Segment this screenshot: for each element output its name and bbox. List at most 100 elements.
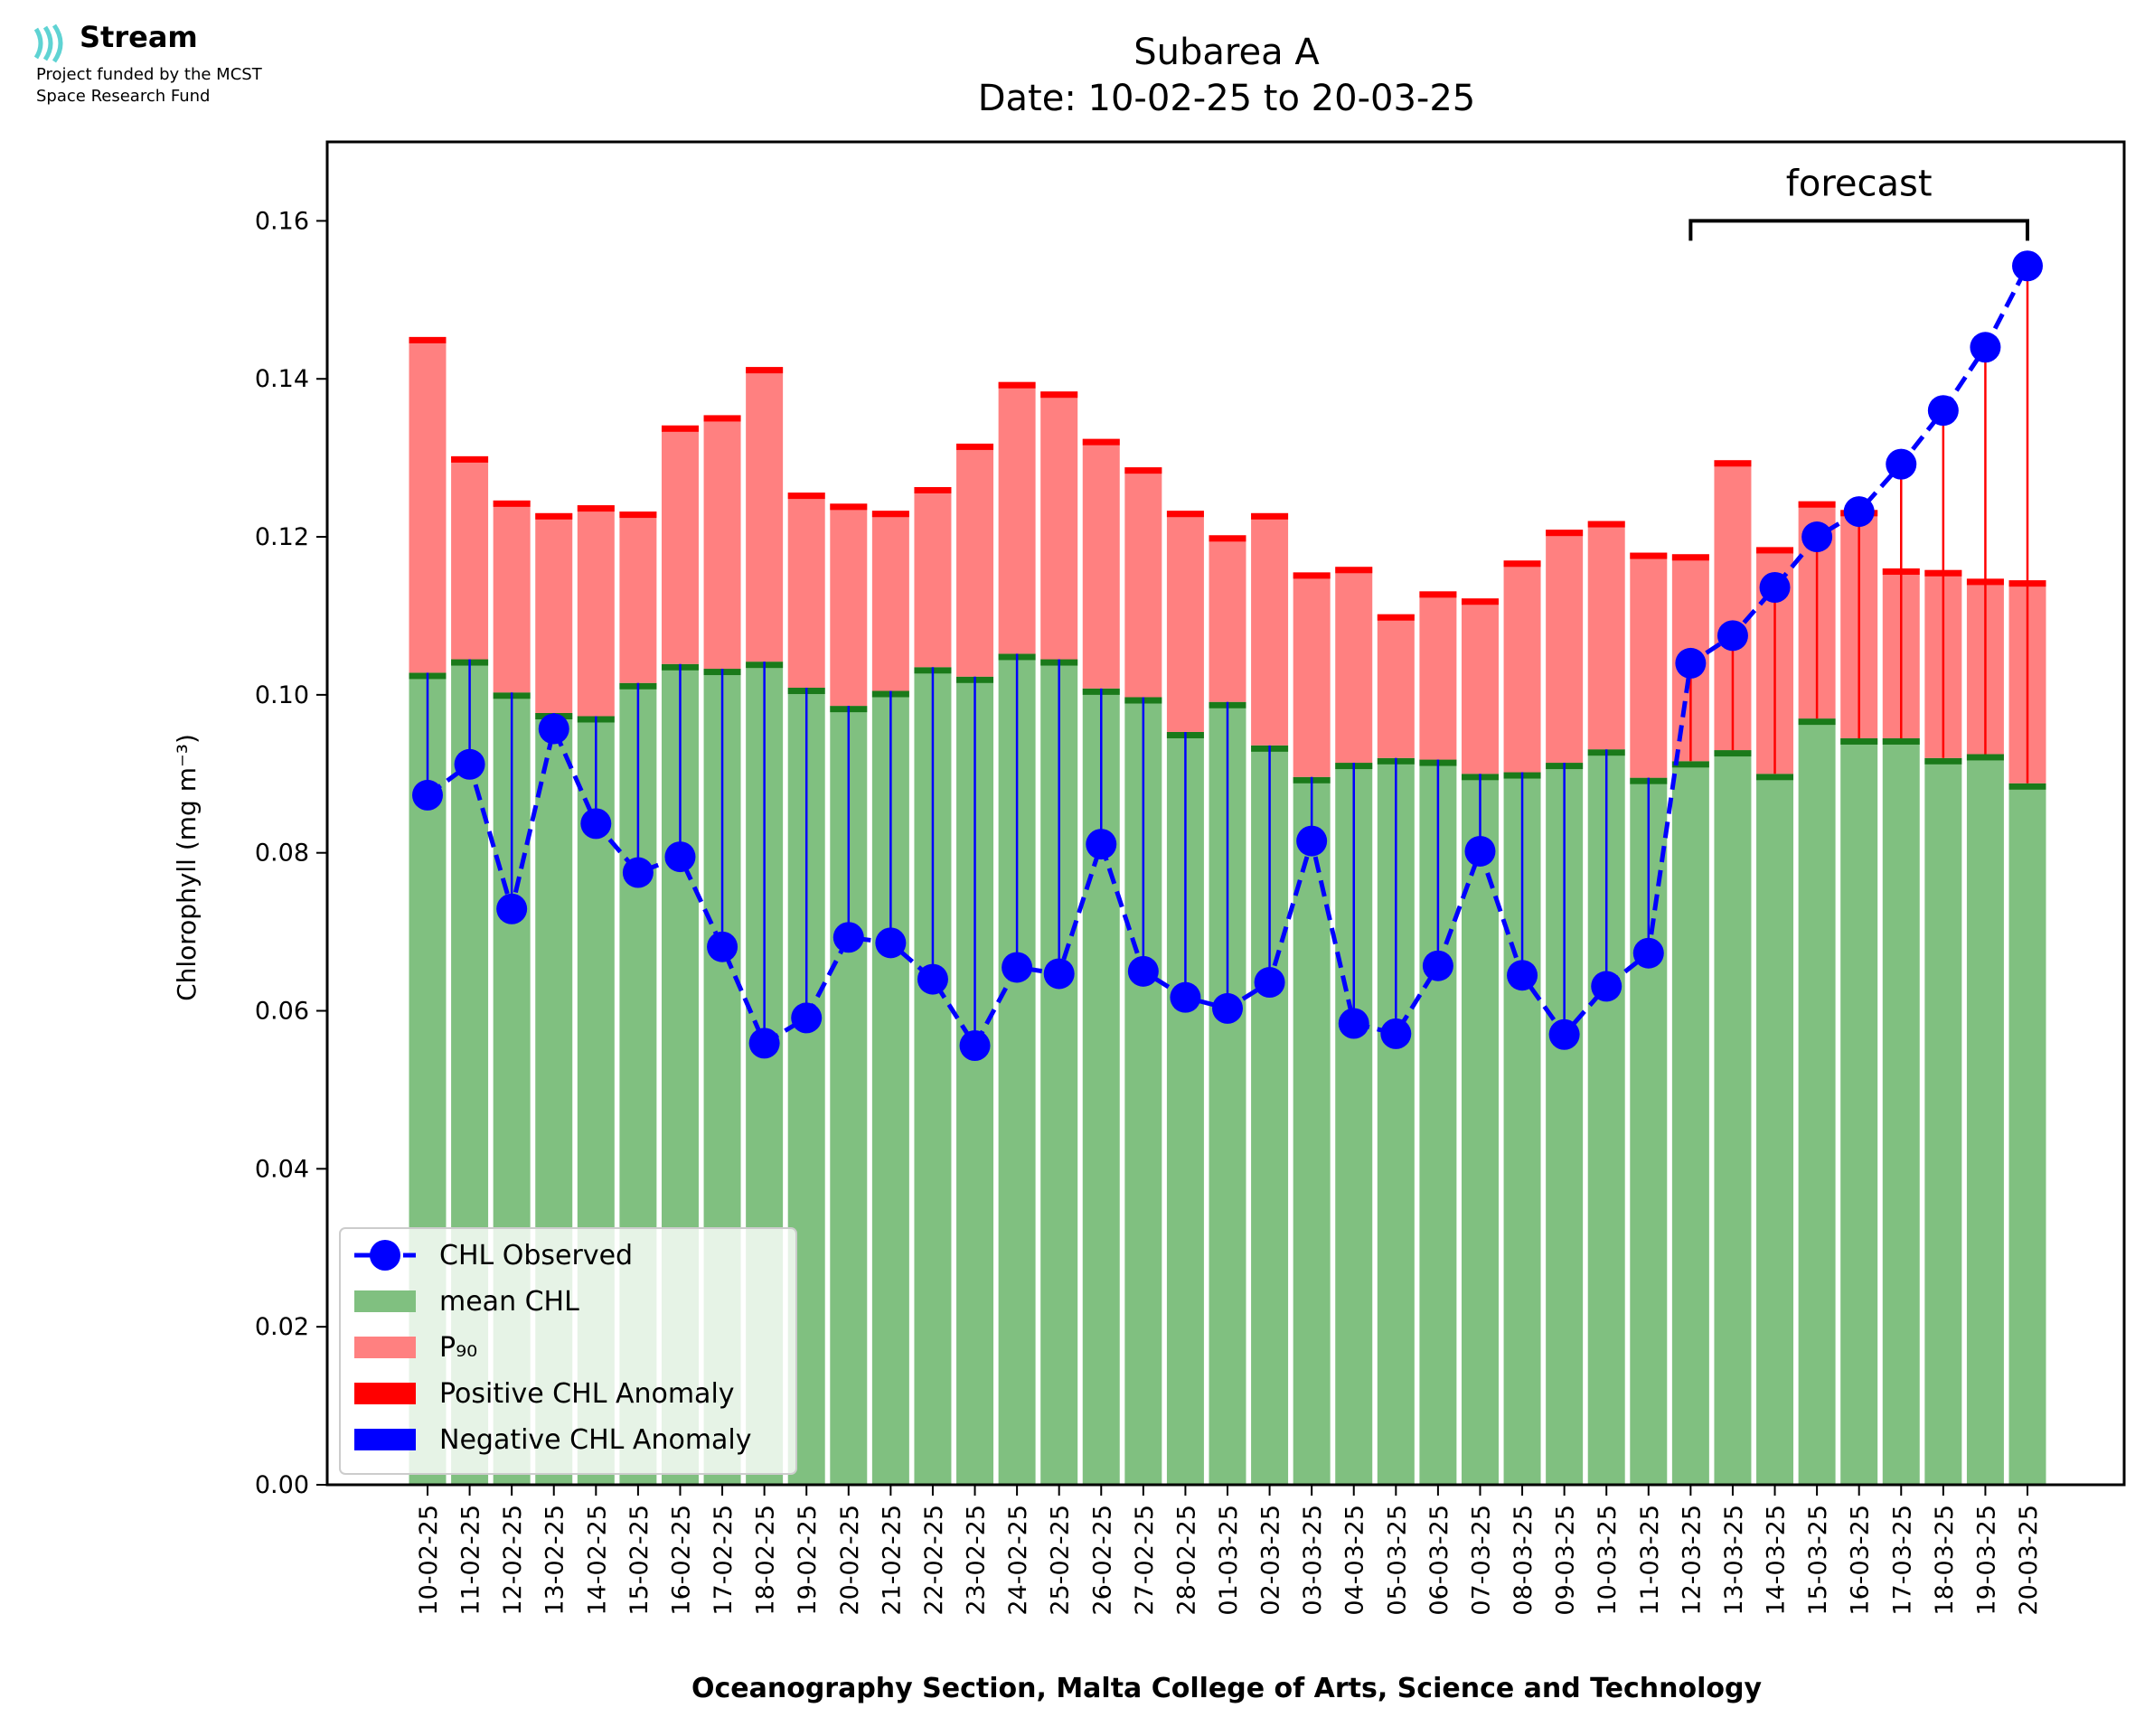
legend-label: mean CHL: [439, 1286, 579, 1318]
chl-observed-point: [748, 1028, 780, 1059]
chl-observed-point: [1254, 967, 1285, 999]
p90-bar: [1040, 391, 1078, 660]
legend-label: Positive CHL Anomaly: [439, 1378, 735, 1410]
chl-observed-point: [875, 927, 907, 959]
x-tick-label: 25-02-25: [1047, 1505, 1075, 1616]
x-tick-label: 12-03-25: [1678, 1505, 1706, 1616]
p90-bar: [1166, 511, 1204, 732]
legend-swatch: [354, 1290, 416, 1312]
p90-bar-edge: [661, 425, 699, 432]
p90-bar: [830, 503, 868, 707]
x-tick-label: 24-02-25: [1004, 1505, 1032, 1616]
chl-observed-point: [1717, 620, 1748, 652]
p90-bar-edge: [1293, 572, 1331, 579]
x-tick-label: 01-03-25: [1215, 1505, 1243, 1616]
x-tick-label: 11-02-25: [457, 1505, 485, 1616]
x-tick-label: 14-03-25: [1763, 1505, 1791, 1616]
y-tick-label: 0.08: [255, 840, 309, 868]
mean-chl-bar-edge: [1882, 737, 1920, 745]
y-tick-label: 0.06: [255, 998, 309, 1026]
y-tick-label: 0.14: [255, 365, 309, 393]
p90-bar: [1546, 530, 1584, 764]
x-tick-label: 03-03-25: [1299, 1505, 1327, 1616]
p90-bar-edge: [1166, 511, 1204, 518]
stream-logo: Stream Project funded by the MCST Space …: [33, 20, 262, 106]
p90-bar: [914, 486, 952, 668]
chl-observed-point: [1927, 395, 1959, 427]
p90-bar: [1503, 560, 1541, 773]
p90-bar-edge: [1714, 460, 1752, 467]
x-tick-label: 28-02-25: [1172, 1505, 1200, 1616]
mean-chl-bar-edge: [2008, 783, 2046, 790]
legend-label: P₉₀: [439, 1332, 477, 1364]
legend-label: Negative CHL Anomaly: [439, 1424, 752, 1456]
legend-swatch: [354, 1337, 416, 1358]
chl-observed-point: [832, 922, 864, 953]
chl-observed-point: [1591, 971, 1623, 1002]
x-tick-label: 18-03-25: [1931, 1505, 1959, 1616]
wave-logo-icon: [33, 23, 63, 63]
x-tick-label: 20-03-25: [2015, 1505, 2043, 1616]
mean-chl-bar-edge: [1671, 761, 1709, 768]
p90-bar-edge: [409, 336, 447, 343]
mean-chl-bar-edge: [1756, 774, 1794, 781]
chl-observed-point: [496, 893, 528, 924]
p90-bar-edge: [787, 493, 825, 500]
p90-bar-edge: [577, 505, 615, 512]
mean-chl-bar: [1671, 761, 1709, 1485]
x-tick-label: 09-03-25: [1552, 1505, 1580, 1616]
chl-observed-point: [959, 1029, 991, 1061]
chart-title: Subarea A: [1133, 32, 1320, 73]
p90-bar-edge: [1040, 391, 1078, 399]
x-tick-label: 16-03-25: [1847, 1505, 1875, 1616]
p90-bar: [1124, 467, 1162, 698]
chl-observed-point: [1632, 937, 1664, 969]
p90-bar-edge: [1082, 438, 1120, 446]
p90-bar-edge: [1209, 535, 1246, 542]
chl-observed-point: [1464, 835, 1496, 867]
chl-observed-point: [707, 931, 738, 962]
x-tick-label: 26-02-25: [1088, 1505, 1116, 1616]
chl-observed-point: [1338, 1008, 1369, 1039]
chl-observed-point: [664, 841, 696, 873]
mean-chl-bar: [1714, 750, 1752, 1485]
p90-bar-edge: [493, 500, 531, 507]
logo-funding-line-1: Project funded by the MCST: [36, 65, 262, 84]
y-tick-label: 0.00: [255, 1471, 309, 1499]
p90-bar: [1461, 598, 1499, 774]
x-tick-label: 15-02-25: [626, 1505, 654, 1616]
p90-bar: [535, 512, 573, 713]
chl-observed-point: [1886, 448, 1917, 480]
mean-chl-bar: [2008, 783, 2046, 1485]
mean-chl-bar-edge: [1924, 757, 1962, 765]
chl-observed-point: [622, 857, 654, 888]
p90-bar: [1293, 572, 1331, 777]
x-tick-label: 08-03-25: [1510, 1505, 1538, 1616]
legend-box: [339, 1227, 797, 1475]
x-tick-label: 19-03-25: [1972, 1505, 2000, 1616]
p90-bar: [998, 381, 1036, 654]
axes-frame: [325, 140, 2126, 1487]
p90-bar-edge: [1419, 591, 1457, 598]
chl-observed-point: [2012, 250, 2043, 282]
p90-bar: [1377, 614, 1415, 758]
chl-observed-point: [1843, 496, 1875, 528]
chl-observed-point: [1296, 825, 1328, 857]
y-tick-label: 0.04: [255, 1155, 309, 1183]
x-tick-label: 04-03-25: [1341, 1505, 1369, 1616]
legend-label: CHL Observed: [439, 1240, 633, 1272]
p90-bar: [1587, 521, 1625, 750]
chl-observed-point: [1127, 955, 1159, 987]
y-tick-label: 0.16: [255, 207, 309, 235]
p90-bar-edge: [1377, 614, 1415, 621]
p90-bar: [1209, 535, 1246, 702]
p90-bar: [746, 367, 784, 662]
p90-bar-edge: [535, 512, 573, 520]
x-tick-label: 16-02-25: [667, 1505, 695, 1616]
p90-bar: [871, 511, 909, 691]
x-tick-label: 17-02-25: [710, 1505, 738, 1616]
mean-chl-bar: [1882, 737, 1920, 1485]
p90-bar: [1419, 591, 1457, 760]
mean-chl-bar: [1461, 774, 1499, 1485]
p90-bar-edge: [451, 455, 489, 463]
